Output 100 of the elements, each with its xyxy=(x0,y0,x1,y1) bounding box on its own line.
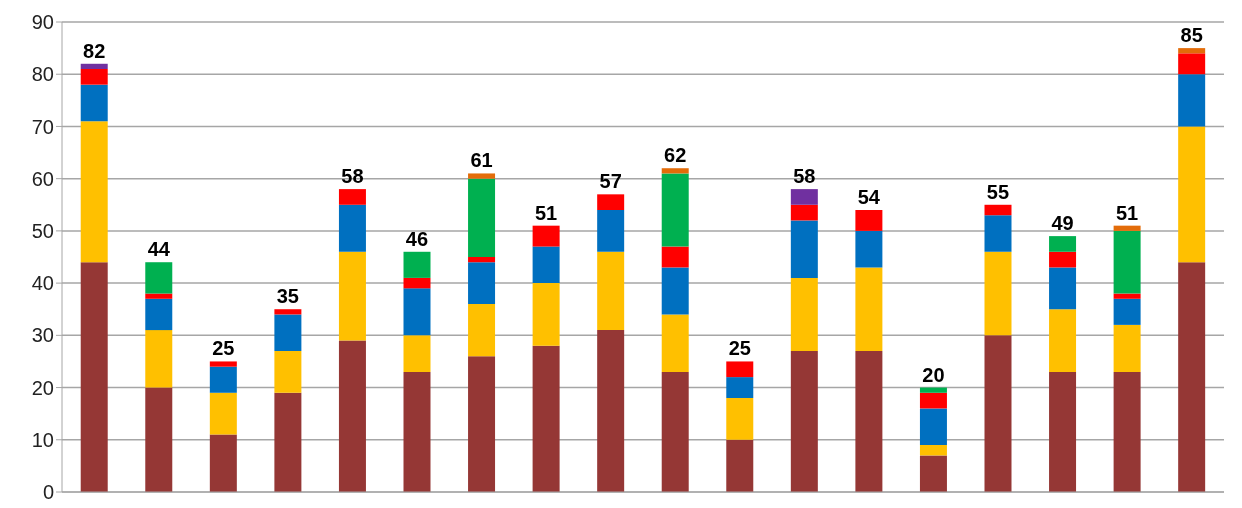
bar xyxy=(403,277,431,289)
bar xyxy=(209,366,237,393)
bar xyxy=(532,283,560,346)
total-label: 85 xyxy=(1180,24,1203,47)
y-tick-label: 70 xyxy=(31,115,54,138)
total-label: 25 xyxy=(212,337,235,360)
bar xyxy=(468,304,496,357)
bar xyxy=(1113,371,1141,492)
bar xyxy=(597,251,625,331)
bar xyxy=(338,251,366,341)
total-label: 46 xyxy=(405,227,429,250)
bar xyxy=(1113,293,1141,299)
bar xyxy=(1049,371,1077,492)
bar xyxy=(1113,324,1141,372)
bar xyxy=(274,351,302,393)
bar xyxy=(338,204,366,252)
bar xyxy=(1178,48,1206,54)
bar xyxy=(790,204,818,221)
bar xyxy=(919,445,947,456)
bar xyxy=(209,361,237,367)
y-tick-label: 40 xyxy=(31,272,54,295)
bar xyxy=(984,204,1012,216)
y-tick-label: 50 xyxy=(31,219,54,242)
y-tick-label: 20 xyxy=(31,376,54,399)
bar xyxy=(984,335,1012,492)
bar xyxy=(532,246,560,284)
y-tick-label: 10 xyxy=(31,428,54,451)
bar xyxy=(790,351,818,492)
total-label: 55 xyxy=(986,180,1010,203)
y-tick-label: 80 xyxy=(31,63,54,86)
bar xyxy=(145,387,173,492)
bar xyxy=(919,387,947,393)
bar xyxy=(1178,262,1206,492)
bar xyxy=(726,361,754,378)
bar xyxy=(1049,251,1077,268)
bar xyxy=(403,335,431,372)
bar xyxy=(855,210,883,231)
total-label: 20 xyxy=(922,363,945,386)
y-tick-label: 30 xyxy=(31,324,54,347)
total-label: 35 xyxy=(276,285,300,308)
bar xyxy=(468,178,496,257)
bar xyxy=(145,293,173,299)
total-label: 57 xyxy=(599,170,622,193)
y-tick-label: 60 xyxy=(31,167,54,190)
bar xyxy=(80,69,108,85)
bar xyxy=(1178,53,1206,75)
bar xyxy=(1178,126,1206,263)
bar xyxy=(209,434,237,492)
bar xyxy=(661,246,689,268)
bar xyxy=(274,309,302,315)
bar xyxy=(403,288,431,336)
bar xyxy=(532,225,560,247)
bar xyxy=(1049,267,1077,310)
bar xyxy=(468,173,496,179)
bar xyxy=(790,277,818,351)
bar xyxy=(403,371,431,492)
bar xyxy=(661,371,689,492)
bar xyxy=(468,257,496,263)
bar xyxy=(80,84,108,122)
bar xyxy=(532,345,560,492)
bar xyxy=(661,173,689,247)
bar xyxy=(984,215,1012,252)
bar xyxy=(80,121,108,263)
bar xyxy=(1049,236,1077,252)
bar xyxy=(145,298,173,331)
bar xyxy=(790,189,818,205)
total-label: 51 xyxy=(1115,201,1139,224)
total-label: 51 xyxy=(534,201,558,224)
bar xyxy=(919,392,947,409)
total-label: 61 xyxy=(470,149,493,172)
bar xyxy=(1178,74,1206,127)
bar xyxy=(597,210,625,252)
total-label: 44 xyxy=(147,238,171,261)
bar xyxy=(403,251,431,278)
bar xyxy=(790,220,818,278)
bar xyxy=(919,455,947,492)
bar xyxy=(145,262,173,294)
bar xyxy=(661,168,689,174)
bar xyxy=(855,267,883,351)
bar xyxy=(274,314,302,351)
total-label: 82 xyxy=(83,39,106,62)
bar xyxy=(145,330,173,388)
bar xyxy=(855,230,883,268)
bar xyxy=(468,356,496,492)
total-label: 58 xyxy=(341,165,364,188)
bar xyxy=(661,314,689,372)
bar xyxy=(726,377,754,398)
bar xyxy=(338,340,366,492)
bar xyxy=(919,408,947,445)
total-label: 62 xyxy=(664,144,687,167)
total-label: 54 xyxy=(857,186,881,208)
bar xyxy=(726,439,754,492)
bar xyxy=(338,189,366,205)
total-label: 49 xyxy=(1051,212,1074,235)
bar xyxy=(1049,309,1077,372)
bar xyxy=(80,63,108,69)
bar xyxy=(274,392,302,492)
bar xyxy=(597,194,625,210)
total-label: 25 xyxy=(728,337,751,360)
bar xyxy=(855,351,883,492)
